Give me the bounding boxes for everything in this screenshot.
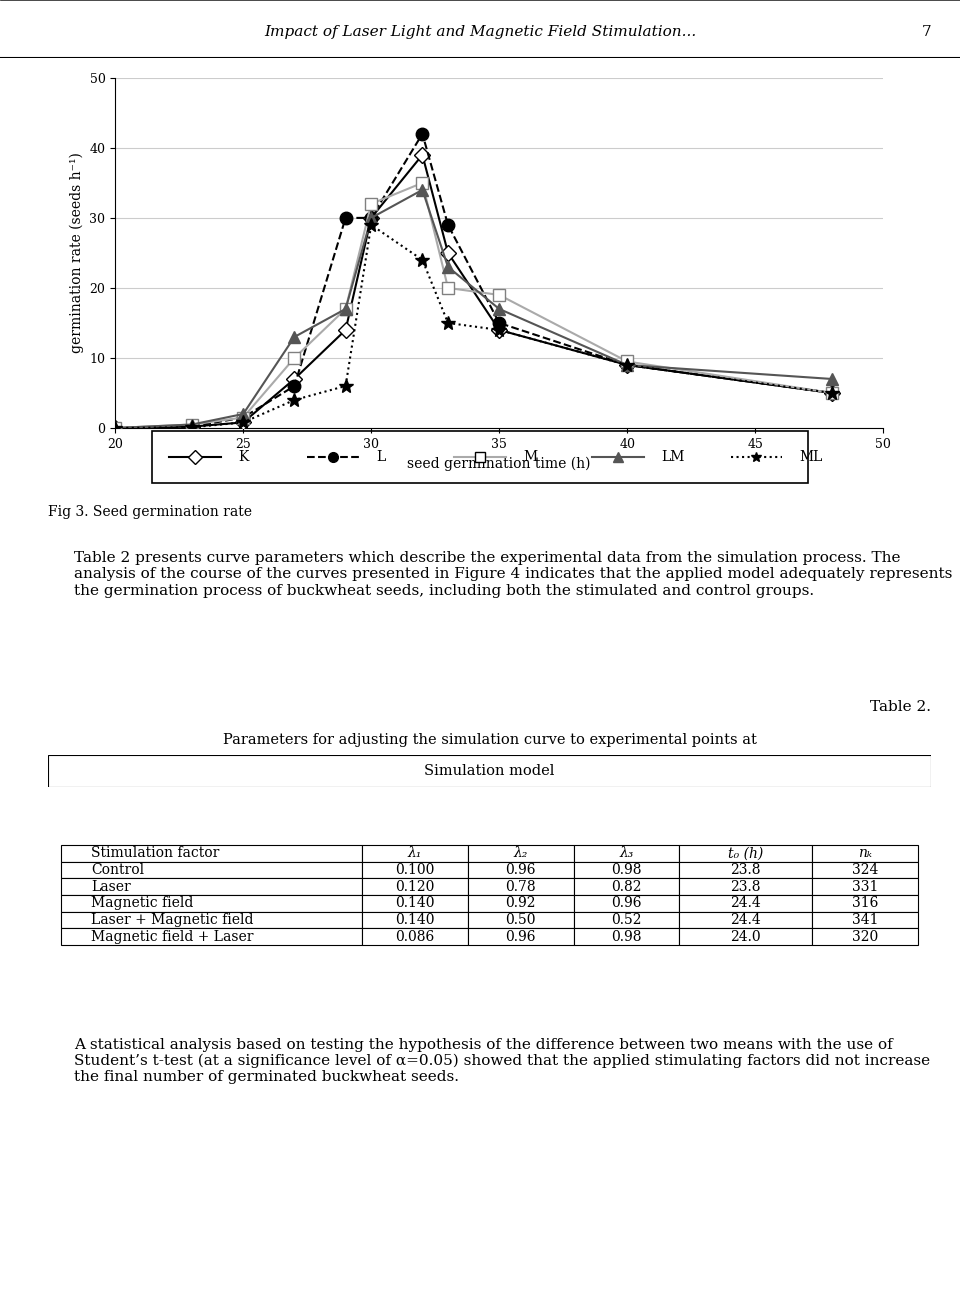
Text: A statistical analysis based on testing the hypothesis of the difference between: A statistical analysis based on testing … (75, 1038, 930, 1084)
X-axis label: seed germination time (h): seed germination time (h) (407, 457, 591, 471)
Text: Fig 3. Seed germination rate: Fig 3. Seed germination rate (48, 506, 252, 519)
Text: M: M (523, 450, 538, 464)
Text: Simulation model: Simulation model (424, 764, 555, 778)
Text: Table 2 presents curve parameters which describe the experimental data from the : Table 2 presents curve parameters which … (75, 551, 953, 598)
Text: LM: LM (661, 450, 684, 464)
Text: Parameters for adjusting the simulation curve to experimental points at: Parameters for adjusting the simulation … (223, 733, 756, 747)
Text: Table 2.: Table 2. (870, 700, 931, 713)
Y-axis label: germination rate (seeds h⁻¹): germination rate (seeds h⁻¹) (69, 153, 84, 353)
Text: ML: ML (800, 450, 823, 464)
FancyBboxPatch shape (48, 755, 931, 787)
Text: K: K (238, 450, 249, 464)
Text: a temperature of 21ᵒC: a temperature of 21ᵒC (407, 772, 572, 786)
Text: L: L (376, 450, 386, 464)
Text: 7: 7 (922, 25, 931, 39)
Text: Impact of Laser Light and Magnetic Field Stimulation...: Impact of Laser Light and Magnetic Field… (264, 25, 696, 39)
